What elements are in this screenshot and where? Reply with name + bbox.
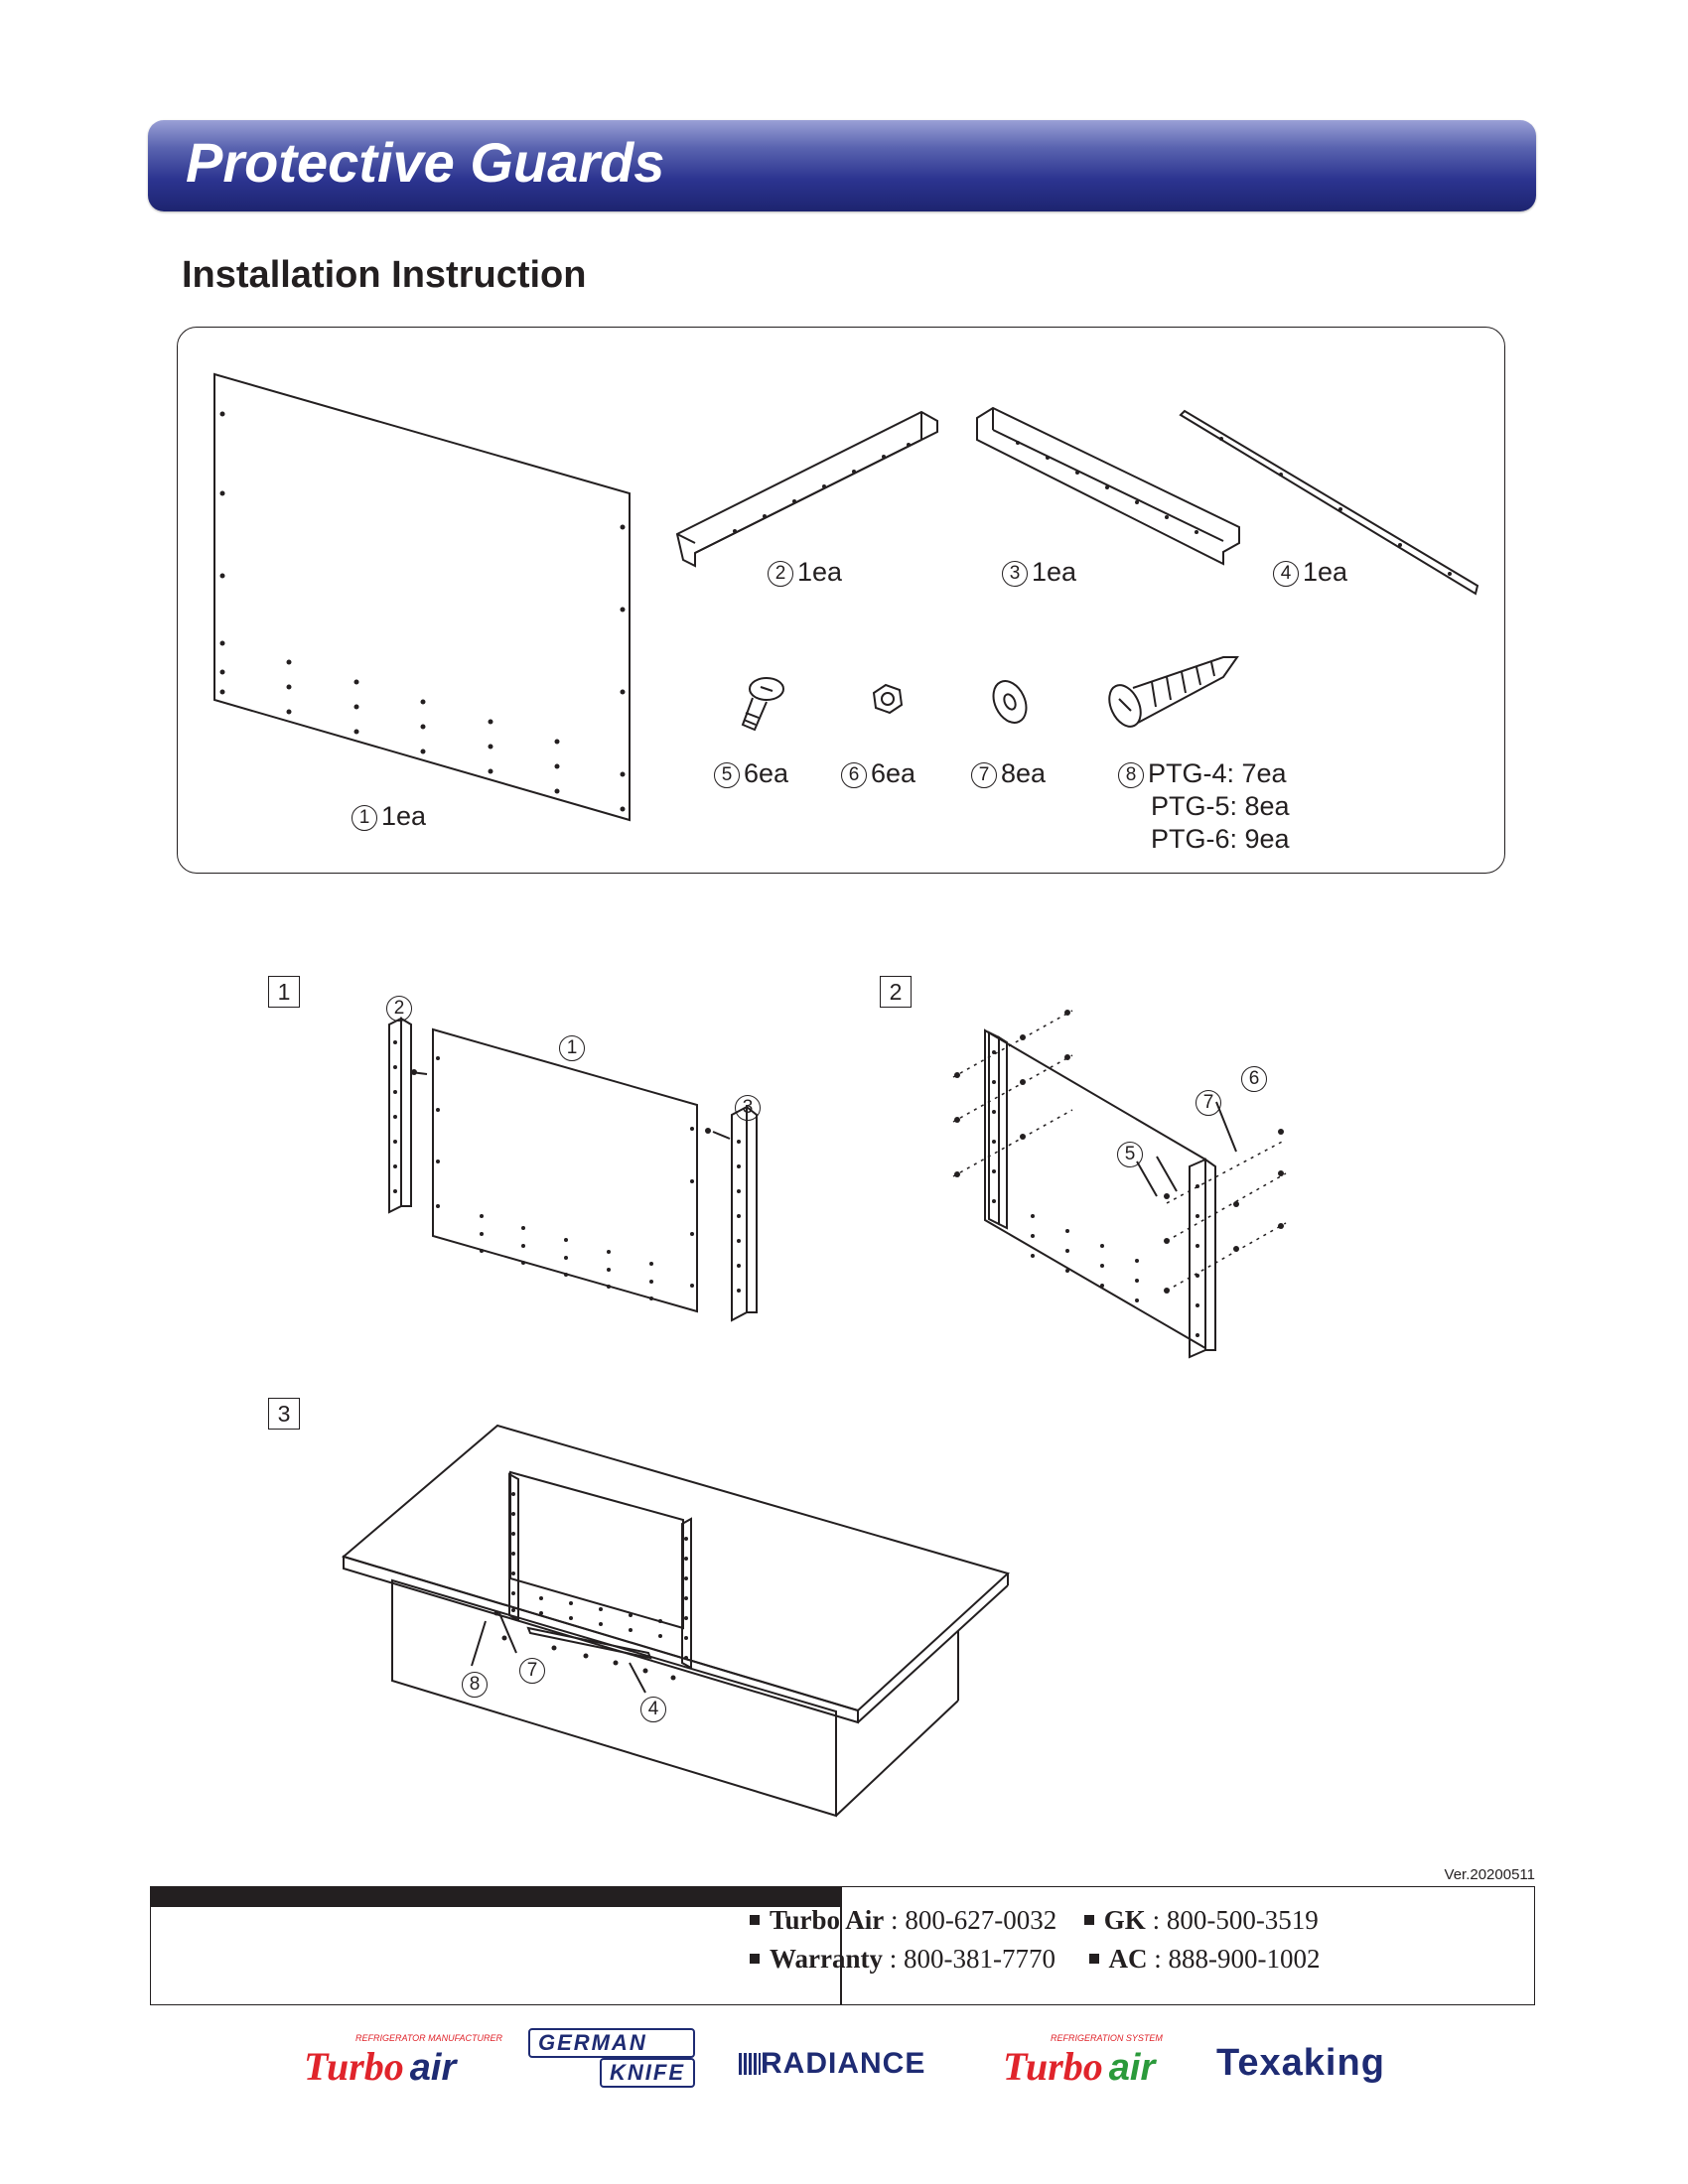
- footer-divider: [840, 1887, 842, 2004]
- part-2-channel-drawing: [675, 410, 938, 568]
- contact-row-1: Turbo Air : 800-627-0032 GK : 800-500-35…: [750, 1905, 1319, 1936]
- step-2-callout-part-5: 5: [1117, 1138, 1147, 1168]
- part-6-label: 6 6ea: [841, 758, 915, 789]
- turbo-air-logo: REFRIGERATOR MANUFACTURER Turbo air: [304, 2033, 503, 2089]
- step-1-callout-part-3: 3: [735, 1091, 765, 1122]
- turbo-air-phone: 800-627-0032: [905, 1905, 1057, 1935]
- radiance-stripes-icon: [739, 2053, 761, 2075]
- texaking-logo: Texaking: [1216, 2042, 1385, 2084]
- step-3-callout-part-8: 8: [462, 1668, 492, 1699]
- version-label: Ver.20200511: [1444, 1866, 1535, 1883]
- part-6-nut-drawing: [872, 683, 904, 715]
- part-7-label: 7 8ea: [971, 758, 1046, 789]
- step-1-callout-part-1: 1: [559, 1031, 589, 1062]
- turbo-air-refrigeration-logo: REFRIGERATION SYSTEM Turbo air: [1003, 2033, 1163, 2089]
- part-4-bar-drawing: [1179, 409, 1479, 596]
- part-3-channel-drawing: [976, 406, 1240, 566]
- warranty-phone: 800-381-7770: [904, 1944, 1055, 1974]
- step-2-callout-part-6: 6: [1241, 1062, 1271, 1093]
- step-3-number: 3: [268, 1398, 300, 1430]
- part-4-label: 4 1ea: [1273, 557, 1347, 588]
- title-banner: Protective Guards: [148, 120, 1536, 211]
- part-8-label: 8 PTG-4: 7ea: [1118, 758, 1287, 789]
- part-5-label: 5 6ea: [714, 758, 788, 789]
- section-heading: Installation Instruction: [182, 254, 587, 296]
- part-5-screw-drawing: [741, 677, 784, 732]
- step-2-drawing: [952, 1010, 1287, 1359]
- step-1-callout-part-2: 2: [386, 992, 416, 1023]
- contact-row-2: Warranty : 800-381-7770 AC : 888-900-100…: [750, 1944, 1321, 1975]
- contact-footer: [150, 1886, 1535, 2005]
- part-2-label: 2 1ea: [768, 557, 842, 588]
- step-3-drawing: [341, 1424, 1010, 1818]
- step-1-drawing: [388, 1017, 758, 1322]
- step-3-callout-part-4: 4: [640, 1693, 670, 1723]
- step-2-number: 2: [880, 976, 912, 1008]
- part-1-label: 1 1ea: [352, 801, 426, 832]
- ac-phone: 888-900-1002: [1168, 1944, 1321, 1974]
- german-knife-logo: GERMAN KNIFE: [528, 2028, 695, 2088]
- bullet-icon: [1083, 1915, 1094, 1925]
- gk-phone: 800-500-3519: [1166, 1905, 1319, 1935]
- bullet-icon: [750, 1954, 760, 1964]
- bullet-icon: [750, 1915, 760, 1925]
- part-8-qty-ptg5: PTG-5: 8ea: [1151, 791, 1290, 821]
- step-1-number: 1: [268, 976, 300, 1008]
- part-7-washer-drawing: [992, 680, 1028, 724]
- part-8-qty-ptg6: PTG-6: 9ea: [1151, 824, 1290, 854]
- radiance-logo: RADIANCE: [739, 2047, 925, 2081]
- part-1-panel-drawing: [213, 372, 631, 822]
- step-3-callout-part-7: 7: [519, 1654, 549, 1685]
- part-3-label: 3 1ea: [1002, 557, 1076, 588]
- parts-list-box: [177, 327, 1505, 874]
- part-8-wood-screw-drawing: [1108, 656, 1239, 728]
- bullet-icon: [1088, 1954, 1099, 1964]
- page-title: Protective Guards: [186, 131, 665, 194]
- step-2-callout-part-7: 7: [1196, 1086, 1225, 1117]
- footer-black-bar: [151, 1887, 840, 1907]
